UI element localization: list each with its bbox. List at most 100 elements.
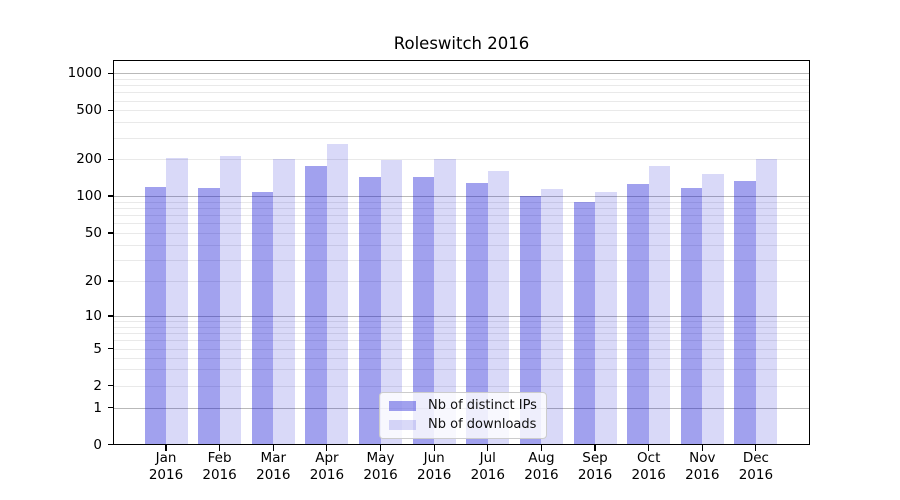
x-tick-label-oct: Oct 2016 <box>613 450 685 483</box>
x-tick-label-year: 2016 <box>202 466 237 483</box>
y-tick-label-2: 2 <box>93 377 102 394</box>
x-tick-mark-oct <box>648 444 650 451</box>
x-tick-label-jun: Jun 2016 <box>398 450 470 483</box>
bar-nb-of-downloads-jan <box>166 157 188 445</box>
y-tick-label-500: 500 <box>76 102 102 119</box>
legend-entry-downloads: Nb of downloads <box>389 417 537 433</box>
gridline-30 <box>113 259 810 261</box>
x-tick-label-nov: Nov 2016 <box>666 450 738 483</box>
gridline-50 <box>113 233 810 234</box>
gridline-70 <box>113 215 810 216</box>
bar-nb-of-downloads-may <box>380 159 402 445</box>
gridline-10 <box>113 316 810 317</box>
bar-nb-of-downloads-jul <box>487 170 510 445</box>
bar-nb-of-downloads-aug <box>541 189 563 445</box>
bar-nb-of-downloads-sep <box>595 191 617 445</box>
bar-nb-of-distinct-ips-aug <box>519 196 542 445</box>
x-tick-label-sep: Sep 2016 <box>559 450 631 483</box>
gridline-20 <box>113 281 810 282</box>
y-tick-label-50: 50 <box>84 225 102 241</box>
x-tick-label-month: Dec <box>742 450 769 466</box>
x-tick-label-mar: Mar 2016 <box>237 450 309 483</box>
x-tick-mark-may <box>379 444 382 451</box>
gridline-400 <box>113 122 810 124</box>
x-tick-label-month: Jan <box>155 450 177 466</box>
bar-nb-of-distinct-ips-sep <box>573 202 595 445</box>
bar-nb-of-distinct-ips-apr <box>305 165 327 445</box>
x-tick-label-aug: Aug 2016 <box>505 450 577 483</box>
x-tick-label-month: Nov <box>689 450 716 466</box>
x-tick-mark-sep <box>594 444 596 451</box>
x-tick-mark-jun <box>433 444 435 451</box>
bars-layer <box>114 60 810 445</box>
x-tick-label-apr: Apr 2016 <box>291 450 363 483</box>
x-tick-label-year: 2016 <box>256 466 291 483</box>
x-tick-label-year: 2016 <box>631 466 666 483</box>
y-tick-label-5: 5 <box>93 340 102 357</box>
bar-nb-of-distinct-ips-mar <box>251 192 274 445</box>
gridline-5 <box>113 348 810 350</box>
gridline-40 <box>113 244 810 246</box>
y-tick-label-1000: 1000 <box>67 65 102 82</box>
x-tick-label-year: 2016 <box>309 466 345 483</box>
x-tick-label-month: Jun <box>423 450 445 466</box>
x-tick-label-month: Aug <box>528 450 555 466</box>
x-tick-label-year: 2016 <box>417 466 452 483</box>
x-tick-label-month: Feb <box>207 450 232 466</box>
x-tick-label-feb: Feb 2016 <box>184 450 256 483</box>
x-tick-label-month: Apr <box>315 450 339 466</box>
y-tick-label-100: 100 <box>76 188 102 204</box>
x-tick-mark-feb <box>219 444 221 451</box>
x-tick-label-month: May <box>366 450 395 466</box>
bar-nb-of-downloads-dec <box>755 159 778 445</box>
x-tick-label-jan: Jan 2016 <box>130 450 202 483</box>
gridline-600 <box>113 100 810 102</box>
gridline-100 <box>113 196 810 197</box>
plot-area <box>113 60 810 445</box>
x-tick-label-year: 2016 <box>524 466 559 483</box>
x-tick-mark-dec <box>755 444 757 451</box>
bar-nb-of-distinct-ips-feb <box>198 188 220 445</box>
gridline-2 <box>113 385 810 387</box>
gridline-60 <box>113 223 810 225</box>
gridline-9 <box>113 320 810 322</box>
legend-label-distinct-ips: Nb of distinct IPs <box>428 398 537 413</box>
gridline-3 <box>113 369 810 371</box>
gridline-6 <box>113 340 810 341</box>
chart-title: Roleswitch 2016 <box>393 34 530 53</box>
bar-nb-of-distinct-ips-jul <box>466 183 488 445</box>
bar-nb-of-distinct-ips-jan <box>144 186 166 445</box>
x-tick-mark-nov <box>701 444 703 451</box>
legend-entry-distinct-ips: Nb of distinct IPs <box>389 398 537 414</box>
bar-nb-of-downloads-feb <box>219 156 242 445</box>
bar-nb-of-downloads-mar <box>273 159 295 445</box>
x-tick-mark-apr <box>326 444 328 451</box>
gridline-90 <box>113 201 810 203</box>
bar-nb-of-downloads-jun <box>434 159 456 445</box>
y-tick-label-200: 200 <box>76 151 102 168</box>
bar-nb-of-distinct-ips-dec <box>734 180 756 445</box>
x-tick-label-month: Sep <box>582 450 608 466</box>
legend-swatch-distinct-ips <box>389 401 416 411</box>
bar-nb-of-distinct-ips-oct <box>627 184 649 445</box>
x-tick-mark-mar <box>272 444 274 451</box>
gridline-1000 <box>113 73 810 75</box>
gridline-8 <box>113 326 810 328</box>
x-tick-label-year: 2016 <box>685 466 720 483</box>
x-tick-label-year: 2016 <box>148 466 184 483</box>
x-tick-label-dec: Dec 2016 <box>720 450 792 483</box>
x-tick-label-month: Oct <box>637 450 661 466</box>
gridline-500 <box>113 110 810 112</box>
y-tick-label-0: 0 <box>93 436 102 453</box>
bar-nb-of-distinct-ips-may <box>359 176 381 445</box>
y-tick-label-1: 1 <box>93 399 102 416</box>
x-tick-label-year: 2016 <box>738 466 774 483</box>
x-tick-mark-jul <box>487 444 489 451</box>
x-tick-label-year: 2016 <box>363 466 398 483</box>
x-tick-mark-aug <box>540 444 542 451</box>
gridline-800 <box>113 85 810 87</box>
y-tick-label-10: 10 <box>84 308 102 324</box>
x-tick-label-jul: Jul 2016 <box>452 450 524 483</box>
legend: Nb of distinct IPs Nb of downloads <box>379 392 547 439</box>
